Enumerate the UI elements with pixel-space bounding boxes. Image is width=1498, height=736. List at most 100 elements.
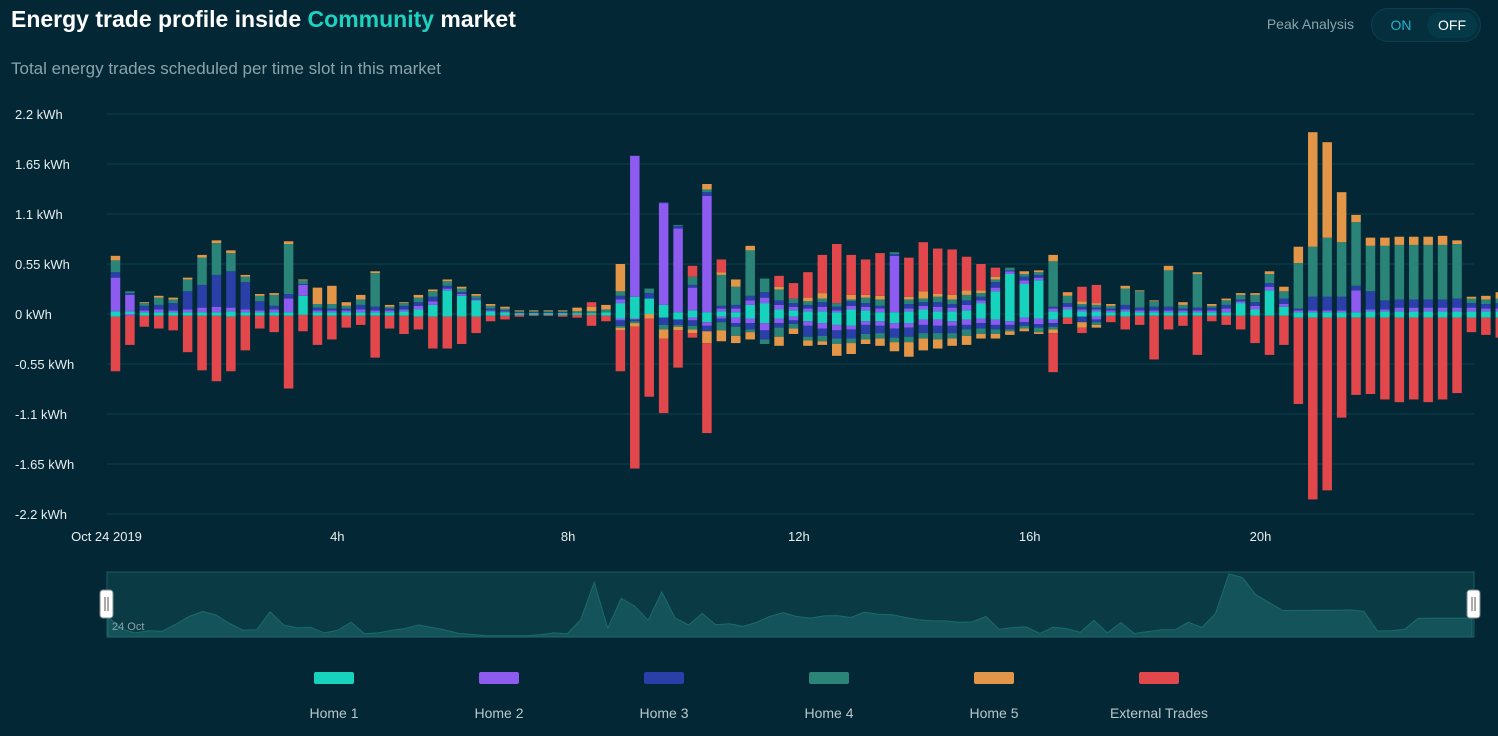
time-slot-bar[interactable]	[817, 254, 828, 345]
time-slot-bar[interactable]	[702, 184, 712, 434]
time-slot-bar[interactable]	[139, 302, 150, 327]
time-slot-bar[interactable]	[1077, 286, 1087, 334]
time-slot-bar[interactable]	[687, 265, 698, 338]
time-slot-bar[interactable]	[1466, 296, 1477, 333]
time-slot-bar[interactable]	[557, 310, 568, 317]
time-slot-bar[interactable]	[1106, 304, 1116, 323]
time-slot-bar[interactable]	[803, 272, 813, 346]
time-slot-bar[interactable]	[1481, 295, 1491, 335]
time-slot-bar[interactable]	[384, 304, 395, 329]
time-slot-bar[interactable]	[1437, 235, 1448, 400]
time-slot-bar[interactable]	[442, 279, 453, 349]
time-slot-bar[interactable]	[1351, 214, 1361, 395]
time-slot-bar[interactable]	[644, 288, 654, 397]
time-slot-bar[interactable]	[341, 302, 352, 328]
time-slot-bar[interactable]	[514, 310, 525, 317]
legend-item-home-1[interactable]: Home 1	[274, 672, 394, 721]
time-slot-bar[interactable]	[1091, 284, 1102, 328]
time-slot-bar[interactable]	[370, 271, 380, 358]
time-slot-bar[interactable]	[947, 249, 957, 346]
time-slot-bar[interactable]	[211, 240, 222, 382]
time-slot-bar[interactable]	[413, 294, 424, 330]
time-slot-bar[interactable]	[990, 267, 1001, 339]
time-slot-bar[interactable]	[428, 289, 438, 349]
time-slot-bar[interactable]	[716, 259, 727, 342]
time-slot-bar[interactable]	[630, 155, 640, 469]
time-slot-bar[interactable]	[904, 257, 914, 357]
time-slot-bar[interactable]	[615, 264, 626, 372]
time-slot-bar[interactable]	[1336, 192, 1347, 418]
navigator-right-handle[interactable]	[1466, 589, 1481, 619]
time-slot-bar[interactable]	[312, 287, 323, 345]
time-slot-bar[interactable]	[1308, 132, 1318, 500]
time-slot-bar[interactable]	[255, 294, 265, 329]
time-slot-bar[interactable]	[182, 277, 193, 353]
time-slot-bar[interactable]	[1409, 236, 1419, 400]
time-slot-bar[interactable]	[456, 286, 467, 344]
time-range-navigator[interactable]: 24 Oct	[0, 566, 1498, 646]
time-slot-bar[interactable]	[832, 244, 842, 356]
time-slot-bar[interactable]	[1033, 270, 1044, 334]
time-slot-bar[interactable]	[240, 274, 251, 351]
time-slot-bar[interactable]	[1062, 292, 1073, 324]
time-slot-bar[interactable]	[1005, 267, 1015, 335]
navigator-left-handle[interactable]	[99, 589, 114, 619]
time-slot-bar[interactable]	[1495, 292, 1498, 338]
legend-item-home-5[interactable]: Home 5	[934, 672, 1054, 721]
time-slot-bar[interactable]	[485, 304, 496, 322]
legend-item-home-3[interactable]: Home 3	[604, 672, 724, 721]
time-slot-bar[interactable]	[1365, 237, 1376, 394]
time-slot-bar[interactable]	[197, 254, 207, 371]
time-slot-bar[interactable]	[399, 302, 409, 334]
time-slot-bar[interactable]	[745, 245, 755, 340]
time-slot-bar[interactable]	[1207, 304, 1217, 322]
legend-item-home-2[interactable]: Home 2	[439, 672, 559, 721]
time-slot-bar[interactable]	[1149, 300, 1159, 360]
time-slot-bar[interactable]	[788, 283, 799, 334]
time-slot-bar[interactable]	[875, 253, 885, 346]
time-slot-bar[interactable]	[976, 264, 986, 339]
time-slot-bar[interactable]	[1192, 272, 1203, 355]
time-slot-bar[interactable]	[586, 302, 597, 326]
time-slot-bar[interactable]	[154, 295, 164, 329]
time-slot-bar[interactable]	[168, 297, 178, 331]
time-slot-bar[interactable]	[500, 306, 510, 320]
time-slot-bar[interactable]	[601, 304, 611, 322]
time-slot-bar[interactable]	[1048, 254, 1058, 373]
time-slot-bar[interactable]	[1250, 293, 1260, 344]
time-slot-bar[interactable]	[1279, 286, 1289, 345]
time-slot-bar[interactable]	[1264, 271, 1275, 355]
time-slot-bar[interactable]	[1178, 302, 1188, 326]
time-slot-bar[interactable]	[1322, 142, 1332, 491]
legend-item-home-4[interactable]: Home 4	[769, 672, 889, 721]
time-slot-bar[interactable]	[298, 279, 308, 332]
time-slot-bar[interactable]	[1452, 240, 1462, 394]
time-slot-bar[interactable]	[471, 294, 481, 334]
time-slot-bar[interactable]	[673, 224, 683, 368]
time-slot-bar[interactable]	[1423, 236, 1433, 403]
time-slot-bar[interactable]	[1235, 293, 1246, 330]
time-slot-bar[interactable]	[932, 248, 943, 349]
time-slot-bar[interactable]	[658, 202, 669, 414]
time-slot-bar[interactable]	[1134, 290, 1145, 325]
time-slot-bar[interactable]	[961, 256, 972, 345]
legend-item-external-trades[interactable]: External Trades	[1099, 672, 1219, 721]
time-slot-bar[interactable]	[529, 310, 539, 316]
time-slot-bar[interactable]	[1120, 285, 1131, 330]
time-slot-bar[interactable]	[1019, 271, 1030, 332]
time-slot-bar[interactable]	[731, 279, 741, 344]
peak-analysis-toggle[interactable]: ON OFF	[1371, 8, 1481, 42]
time-slot-bar[interactable]	[355, 294, 366, 325]
time-slot-bar[interactable]	[1293, 246, 1304, 404]
time-slot-bar[interactable]	[327, 285, 337, 340]
time-slot-bar[interactable]	[1394, 236, 1405, 403]
toggle-on-option[interactable]: ON	[1390, 17, 1412, 33]
time-slot-bar[interactable]	[918, 242, 929, 351]
time-slot-bar[interactable]	[572, 307, 582, 318]
time-slot-bar[interactable]	[543, 310, 554, 316]
toggle-off-option[interactable]: OFF	[1427, 12, 1477, 38]
time-slot-bar[interactable]	[269, 293, 279, 333]
time-slot-bar[interactable]	[1163, 265, 1174, 330]
time-slot-bar[interactable]	[1380, 237, 1390, 400]
time-slot-bar[interactable]	[759, 278, 770, 344]
